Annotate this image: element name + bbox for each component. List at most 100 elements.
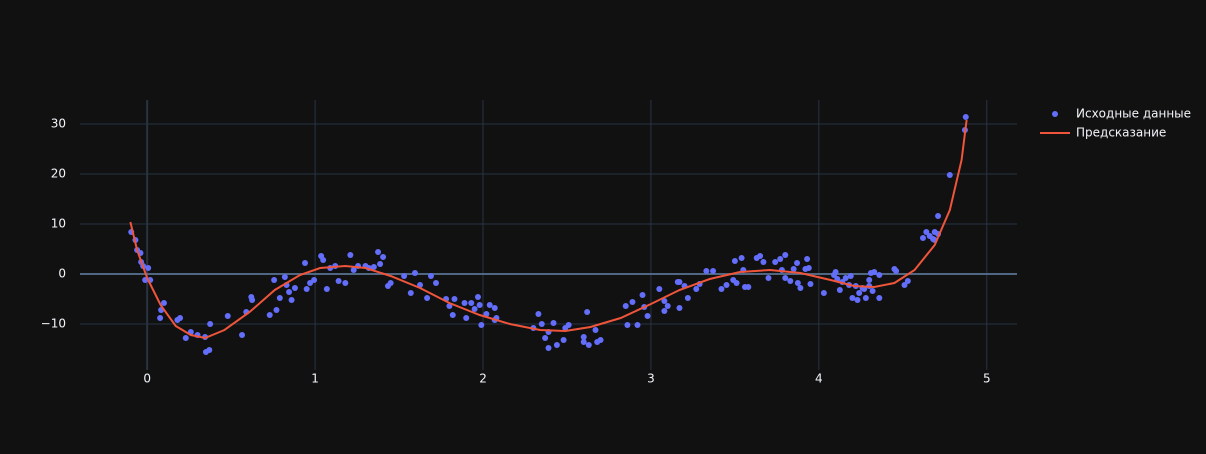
data-point bbox=[350, 267, 357, 273]
data-point bbox=[805, 265, 812, 271]
data-point bbox=[718, 286, 725, 292]
x-tick-label: 5 bbox=[983, 372, 991, 386]
x-tick-label: 1 bbox=[311, 372, 319, 386]
data-point bbox=[273, 307, 280, 313]
data-point bbox=[412, 270, 419, 276]
legend-symbol[interactable] bbox=[1052, 111, 1058, 117]
data-point bbox=[842, 275, 849, 281]
data-point bbox=[794, 280, 801, 286]
data-point bbox=[206, 347, 213, 353]
data-point bbox=[782, 275, 789, 281]
data-point bbox=[145, 265, 152, 271]
data-point bbox=[380, 254, 387, 260]
data-point bbox=[782, 252, 789, 258]
x-tick-label: 2 bbox=[479, 372, 487, 386]
data-point bbox=[946, 172, 953, 178]
data-point bbox=[664, 303, 671, 309]
data-point bbox=[249, 297, 256, 303]
data-point bbox=[676, 305, 683, 311]
data-point bbox=[676, 279, 683, 285]
data-point bbox=[622, 303, 629, 309]
data-point bbox=[787, 278, 794, 284]
data-point bbox=[291, 285, 298, 291]
data-point bbox=[157, 315, 164, 321]
data-point bbox=[797, 285, 804, 291]
data-point bbox=[271, 277, 278, 283]
data-point bbox=[733, 280, 740, 286]
data-point bbox=[757, 253, 764, 259]
data-point bbox=[565, 322, 572, 328]
data-point bbox=[738, 255, 745, 261]
data-point bbox=[661, 308, 668, 314]
x-tick-label: 4 bbox=[815, 372, 823, 386]
data-point bbox=[847, 273, 854, 279]
data-point bbox=[370, 264, 377, 270]
y-tick-label: 20 bbox=[51, 167, 66, 181]
data-point bbox=[703, 268, 710, 274]
data-point bbox=[935, 213, 942, 219]
data-point bbox=[239, 332, 246, 338]
data-point bbox=[580, 334, 587, 340]
data-point bbox=[276, 295, 283, 301]
data-point bbox=[871, 269, 878, 275]
data-point bbox=[820, 290, 827, 296]
data-point bbox=[182, 335, 189, 341]
data-point bbox=[760, 259, 767, 265]
data-point bbox=[585, 342, 592, 348]
data-point bbox=[535, 311, 542, 317]
data-point bbox=[303, 286, 310, 292]
data-point bbox=[639, 292, 646, 298]
data-point bbox=[449, 312, 456, 318]
data-point bbox=[693, 286, 700, 292]
data-point bbox=[807, 281, 814, 287]
data-point bbox=[545, 345, 552, 351]
data-point bbox=[849, 295, 856, 301]
data-point bbox=[731, 258, 738, 264]
data-point bbox=[474, 294, 481, 300]
data-point bbox=[866, 277, 873, 283]
y-tick-label: 30 bbox=[51, 117, 66, 131]
prediction-line bbox=[129, 119, 968, 340]
data-point bbox=[542, 335, 549, 341]
legend-label[interactable]: Предсказание bbox=[1076, 126, 1166, 140]
data-point bbox=[962, 114, 969, 120]
data-point bbox=[323, 286, 330, 292]
data-point bbox=[777, 256, 784, 262]
data-point bbox=[901, 282, 908, 288]
data-point bbox=[160, 300, 167, 306]
data-point bbox=[629, 299, 636, 305]
data-point bbox=[869, 288, 876, 294]
data-point bbox=[207, 321, 214, 327]
data-point bbox=[468, 300, 475, 306]
data-point bbox=[745, 284, 752, 290]
data-point bbox=[644, 313, 651, 319]
data-point bbox=[710, 268, 717, 274]
data-point bbox=[286, 289, 293, 295]
x-tick-label: 3 bbox=[647, 372, 655, 386]
data-point bbox=[836, 287, 843, 293]
data-point bbox=[856, 290, 863, 296]
data-point bbox=[478, 322, 485, 328]
data-point bbox=[281, 274, 288, 280]
data-point bbox=[684, 295, 691, 301]
x-tick-label: 0 bbox=[143, 372, 151, 386]
data-point bbox=[483, 311, 490, 317]
data-point bbox=[266, 312, 273, 318]
data-point bbox=[765, 275, 772, 281]
legend-label[interactable]: Исходные данные bbox=[1076, 107, 1191, 121]
data-point bbox=[476, 302, 483, 308]
data-point bbox=[177, 315, 184, 321]
data-point bbox=[790, 266, 797, 272]
data-point bbox=[832, 269, 839, 275]
data-point bbox=[461, 300, 468, 306]
data-point bbox=[377, 261, 384, 267]
legend: Исходные данные Предсказание bbox=[1040, 107, 1191, 140]
data-point bbox=[923, 229, 930, 235]
data-point bbox=[491, 305, 498, 311]
data-point bbox=[320, 257, 327, 263]
data-point bbox=[451, 296, 458, 302]
data-point bbox=[584, 309, 591, 315]
data-point bbox=[550, 320, 557, 326]
